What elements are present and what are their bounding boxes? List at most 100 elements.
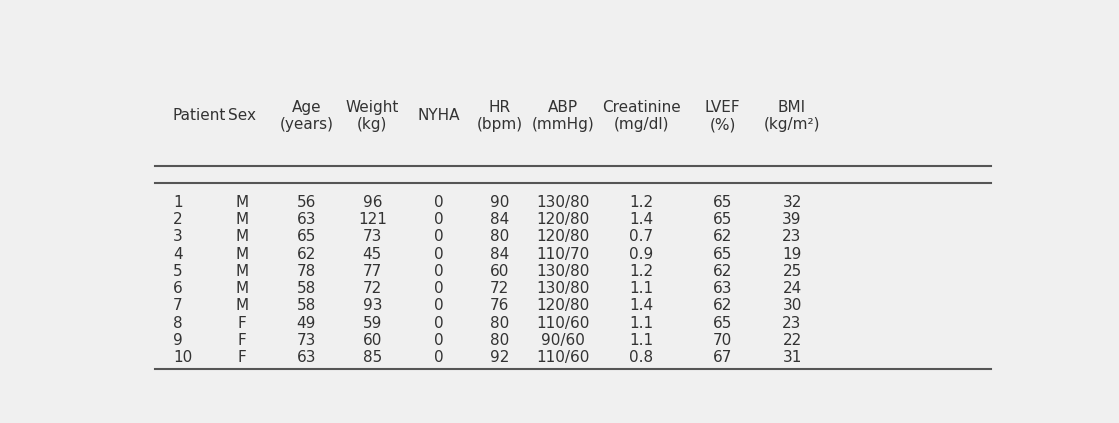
Text: 31: 31 [782,350,801,365]
Text: 22: 22 [782,333,801,348]
Text: 1: 1 [172,195,182,210]
Text: 65: 65 [297,229,316,244]
Text: F: F [238,350,246,365]
Text: 65: 65 [713,247,732,261]
Text: 65: 65 [713,195,732,210]
Text: 5: 5 [172,264,182,279]
Text: 0: 0 [434,333,444,348]
Text: 0.7: 0.7 [629,229,653,244]
Text: 49: 49 [297,316,316,330]
Text: 58: 58 [297,281,316,296]
Text: 25: 25 [782,264,801,279]
Text: 80: 80 [490,333,509,348]
Text: 72: 72 [363,281,382,296]
Text: 78: 78 [297,264,316,279]
Text: M: M [236,229,248,244]
Text: 67: 67 [713,350,732,365]
Text: 3: 3 [172,229,182,244]
Text: 84: 84 [490,247,509,261]
Text: 0: 0 [434,195,444,210]
Text: 130/80: 130/80 [536,195,590,210]
Text: 62: 62 [713,229,732,244]
Text: 60: 60 [490,264,509,279]
Text: 90/60: 90/60 [542,333,585,348]
Text: 65: 65 [713,316,732,330]
Text: M: M [236,212,248,227]
Text: 0.9: 0.9 [629,247,653,261]
Text: 92: 92 [490,350,509,365]
Text: Weight
(kg): Weight (kg) [346,100,399,132]
Text: 2: 2 [172,212,182,227]
Text: M: M [236,281,248,296]
Text: 72: 72 [490,281,509,296]
Text: 0: 0 [434,229,444,244]
Text: Patient: Patient [172,108,226,124]
Text: M: M [236,264,248,279]
Text: 30: 30 [782,298,801,313]
Text: M: M [236,298,248,313]
Text: 110/70: 110/70 [536,247,590,261]
Text: 110/60: 110/60 [536,316,590,330]
Text: 110/60: 110/60 [536,350,590,365]
Text: M: M [236,195,248,210]
Text: 80: 80 [490,229,509,244]
Text: 62: 62 [713,264,732,279]
Text: 63: 63 [713,281,733,296]
Text: 1.4: 1.4 [629,212,653,227]
Text: F: F [238,333,246,348]
Text: 19: 19 [782,247,801,261]
Text: BMI
(kg/m²): BMI (kg/m²) [764,100,820,132]
Text: 1.2: 1.2 [629,195,653,210]
Text: 45: 45 [363,247,382,261]
Text: 0: 0 [434,316,444,330]
Text: M: M [236,247,248,261]
Text: 130/80: 130/80 [536,264,590,279]
Text: 84: 84 [490,212,509,227]
Text: ABP
(mmHg): ABP (mmHg) [532,100,594,132]
Text: 8: 8 [172,316,182,330]
Text: 23: 23 [782,316,801,330]
Text: 23: 23 [782,229,801,244]
Text: 59: 59 [363,316,382,330]
Text: 77: 77 [363,264,382,279]
Text: 0: 0 [434,298,444,313]
Text: 0: 0 [434,212,444,227]
Text: 73: 73 [363,229,382,244]
Text: 7: 7 [172,298,182,313]
Text: Creatinine
(mg/dl): Creatinine (mg/dl) [602,100,680,132]
Text: 1.1: 1.1 [629,281,653,296]
Text: 1.2: 1.2 [629,264,653,279]
Text: 63: 63 [297,212,317,227]
Text: 0: 0 [434,281,444,296]
Text: 76: 76 [490,298,509,313]
Text: 58: 58 [297,298,316,313]
Text: 1.1: 1.1 [629,316,653,330]
Text: 120/80: 120/80 [536,229,590,244]
Text: LVEF
(%): LVEF (%) [705,100,741,132]
Text: 1.4: 1.4 [629,298,653,313]
Text: 1.1: 1.1 [629,333,653,348]
Text: 90: 90 [490,195,509,210]
Text: 56: 56 [297,195,316,210]
Text: 96: 96 [363,195,382,210]
Text: HR
(bpm): HR (bpm) [477,100,523,132]
Text: 0: 0 [434,247,444,261]
Text: 0: 0 [434,264,444,279]
Text: 70: 70 [713,333,732,348]
Text: 93: 93 [363,298,382,313]
Text: 80: 80 [490,316,509,330]
Text: 62: 62 [297,247,316,261]
Text: 73: 73 [297,333,316,348]
Text: 9: 9 [172,333,182,348]
Text: 65: 65 [713,212,732,227]
Text: Sex: Sex [228,108,256,124]
Text: 62: 62 [713,298,732,313]
Text: 0: 0 [434,350,444,365]
Text: 130/80: 130/80 [536,281,590,296]
Text: 120/80: 120/80 [536,212,590,227]
Text: 63: 63 [297,350,317,365]
Text: 85: 85 [363,350,382,365]
Text: 121: 121 [358,212,387,227]
Text: Age
(years): Age (years) [280,100,333,132]
Text: 32: 32 [782,195,801,210]
